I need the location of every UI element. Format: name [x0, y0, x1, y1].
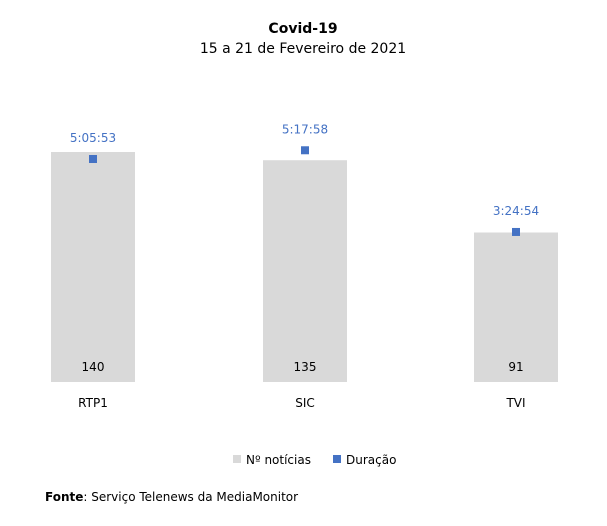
- duration-marker-tvi: [512, 227, 520, 236]
- bars-layer: 140 135 91: [51, 152, 558, 382]
- markers-layer: 5:05:53 5:17:58 3:24:54: [70, 122, 539, 236]
- source-label: Fonte: [45, 490, 84, 504]
- duration-label: 5:17:58: [282, 122, 328, 136]
- bar-tvi: [474, 232, 558, 382]
- bar-value-label: 140: [82, 360, 105, 374]
- duration-marker-sic: [301, 146, 309, 155]
- chart-subtitle: 15 a 21 de Fevereiro de 2021: [200, 41, 406, 57]
- bar-sic: [263, 160, 347, 382]
- source-note: Fonte: Serviço Telenews da MediaMonitor: [45, 490, 298, 504]
- legend-swatch-noticias: [233, 455, 241, 463]
- duration-marker-rtp1: [89, 155, 97, 163]
- category-label: RTP1: [78, 396, 108, 410]
- chart-title: Covid-19: [268, 21, 337, 37]
- legend-swatch-duracao: [333, 455, 341, 463]
- legend-label-noticias: Nº notícias: [246, 453, 311, 467]
- bar-rtp1: [51, 152, 135, 382]
- category-label: TVI: [505, 396, 525, 410]
- bar-value-label: 135: [294, 360, 317, 374]
- bar-value-label: 91: [508, 360, 523, 374]
- legend-label-duracao: Duração: [346, 453, 396, 467]
- duration-label: 3:24:54: [493, 204, 539, 218]
- duration-label: 5:05:53: [70, 131, 116, 145]
- legend: Nº notícias Duração: [233, 453, 396, 467]
- category-label: SIC: [295, 396, 315, 410]
- category-labels: RTP1 SIC TVI: [78, 396, 525, 410]
- source-text: : Serviço Telenews da MediaMonitor: [83, 490, 299, 504]
